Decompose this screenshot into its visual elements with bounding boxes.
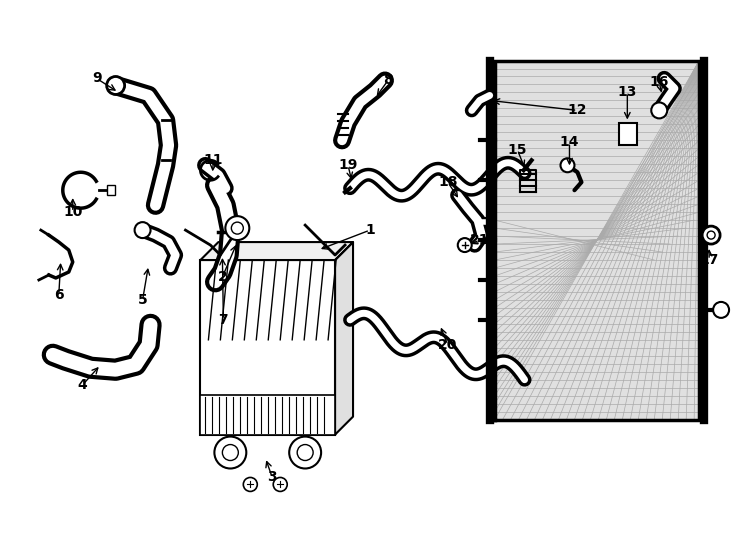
Bar: [200, 395, 335, 435]
Circle shape: [106, 77, 125, 94]
Bar: [495, 60, 700, 420]
Circle shape: [225, 216, 250, 240]
Circle shape: [289, 436, 321, 469]
Circle shape: [713, 302, 729, 318]
Circle shape: [243, 477, 258, 491]
Text: 3: 3: [267, 470, 277, 484]
Text: 9: 9: [92, 71, 101, 85]
Text: 10: 10: [63, 205, 82, 219]
Circle shape: [702, 226, 720, 244]
Text: 12: 12: [567, 104, 587, 117]
Text: 5: 5: [138, 293, 148, 307]
Circle shape: [651, 103, 667, 118]
Polygon shape: [200, 242, 353, 260]
Circle shape: [222, 444, 239, 461]
Circle shape: [273, 477, 287, 491]
Circle shape: [561, 158, 575, 172]
Text: 20: 20: [438, 338, 457, 352]
Text: 13: 13: [617, 85, 637, 99]
Polygon shape: [335, 242, 353, 435]
Text: 15: 15: [508, 143, 527, 157]
Text: 4: 4: [78, 377, 87, 392]
Text: 14: 14: [560, 136, 579, 150]
Text: 2: 2: [217, 270, 228, 284]
Circle shape: [707, 231, 715, 239]
Circle shape: [458, 238, 472, 252]
Text: 8: 8: [383, 73, 393, 87]
Text: 6: 6: [54, 288, 64, 302]
Text: 18: 18: [438, 175, 457, 189]
Text: 7: 7: [219, 313, 228, 327]
Bar: [619, 123, 637, 145]
Text: 16: 16: [650, 76, 669, 90]
Circle shape: [231, 222, 243, 234]
Circle shape: [134, 222, 150, 238]
Text: 17: 17: [700, 253, 719, 267]
Circle shape: [214, 436, 247, 469]
Text: 11: 11: [203, 153, 223, 167]
Text: 1: 1: [365, 223, 375, 237]
Circle shape: [297, 444, 313, 461]
Text: 21: 21: [470, 233, 490, 247]
Bar: [200, 260, 335, 435]
Bar: [106, 185, 115, 195]
Text: 19: 19: [338, 158, 357, 172]
